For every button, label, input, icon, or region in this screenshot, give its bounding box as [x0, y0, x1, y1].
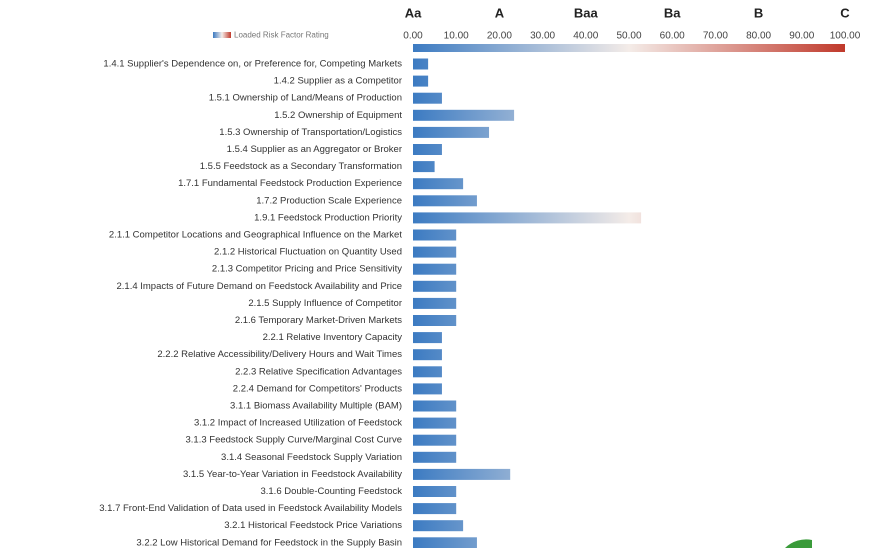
- x-tick-label: 50.00: [616, 31, 641, 42]
- category-label: 2.2.1 Relative Inventory Capacity: [263, 332, 403, 343]
- bar: [413, 400, 457, 412]
- rating-label: A: [495, 5, 505, 20]
- x-tick-label: 0.00: [403, 31, 423, 42]
- category-label: 2.2.2 Relative Accessibility/Delivery Ho…: [157, 349, 402, 360]
- category-label: 1.9.1 Feedstock Production Priority: [254, 212, 402, 223]
- rating-label: Baa: [574, 5, 599, 20]
- bar: [413, 75, 429, 87]
- category-label: 3.1.1 Biomass Availability Multiple (BAM…: [230, 401, 402, 412]
- x-tick-label: 70.00: [703, 31, 728, 42]
- category-label: 3.1.4 Seasonal Feedstock Supply Variatio…: [221, 452, 402, 463]
- category-label: 1.7.1 Fundamental Feedstock Production E…: [178, 178, 402, 189]
- category-label: 2.2.3 Relative Specification Advantages: [235, 366, 402, 377]
- x-tick-label: 40.00: [573, 31, 598, 42]
- x-tick-label: 30.00: [530, 31, 555, 42]
- x-tick-label: 60.00: [660, 31, 685, 42]
- bar: [413, 144, 442, 155]
- category-label: 3.2.1 Historical Feedstock Price Variati…: [224, 520, 402, 531]
- bar: [413, 229, 457, 241]
- x-tick-label: 10.00: [444, 31, 469, 42]
- category-label: 1.5.5 Feedstock as a Secondary Transform…: [200, 161, 402, 172]
- category-label: 1.5.2 Ownership of Equipment: [274, 110, 402, 121]
- bar: [413, 366, 442, 378]
- category-label: 3.2.2 Low Historical Demand for Feedstoc…: [136, 537, 402, 548]
- rating-label: B: [754, 5, 763, 20]
- bar: [413, 332, 442, 344]
- category-label: 2.1.5 Supply Influence of Competitor: [248, 298, 402, 309]
- bar: [413, 263, 457, 275]
- bar: [413, 161, 435, 173]
- legend-swatch: [213, 32, 231, 38]
- category-label: 1.4.1 Supplier's Dependence on, or Prefe…: [103, 59, 402, 70]
- rating-label: Ba: [664, 5, 681, 20]
- x-tick-label: 90.00: [789, 31, 814, 42]
- category-label: 2.2.4 Demand for Competitors' Products: [233, 383, 402, 394]
- bar: [413, 280, 457, 292]
- bar: [413, 417, 457, 429]
- x-tick-label: 100.00: [830, 31, 861, 42]
- bar: [413, 434, 457, 446]
- category-label: 2.1.6 Temporary Market-Driven Markets: [235, 315, 402, 326]
- category-label: 3.1.7 Front-End Validation of Data used …: [99, 503, 402, 514]
- bar: [413, 212, 642, 224]
- bar: [413, 383, 442, 395]
- bar: [413, 451, 457, 463]
- bar: [413, 297, 457, 309]
- bar: [413, 195, 477, 207]
- category-label: 3.1.2 Impact of Increased Utilization of…: [194, 418, 402, 429]
- bar: [413, 315, 457, 326]
- rating-label: Aa: [405, 5, 422, 20]
- category-label: 2.1.2 Historical Fluctuation on Quantity…: [214, 247, 402, 258]
- category-label: 1.5.4 Supplier as an Aggregator or Broke…: [227, 144, 402, 155]
- x-tick-label: 80.00: [746, 31, 771, 42]
- bar: [413, 246, 457, 258]
- bar: [413, 58, 429, 70]
- bar: [413, 520, 464, 532]
- category-label: 2.1.1 Competitor Locations and Geographi…: [109, 230, 402, 241]
- category-label: 1.5.3 Ownership of Transportation/Logist…: [219, 127, 402, 138]
- category-label: 3.1.6 Double-Counting Feedstock: [260, 486, 402, 497]
- bar: [413, 126, 490, 138]
- color-scale-bar: [413, 44, 845, 52]
- bar: [413, 486, 457, 497]
- bar: [413, 349, 442, 361]
- bar: [413, 503, 457, 515]
- bar: [413, 178, 464, 190]
- category-label: 2.1.3 Competitor Pricing and Price Sensi…: [212, 264, 402, 275]
- rating-label: C: [840, 5, 850, 20]
- bar: [413, 92, 442, 104]
- category-label: 1.7.2 Production Scale Experience: [256, 195, 402, 206]
- category-label: 3.1.5 Year-to-Year Variation in Feedstoc…: [183, 469, 402, 480]
- bar: [413, 109, 515, 121]
- category-label: 2.1.4 Impacts of Future Demand on Feedst…: [116, 281, 402, 292]
- logo-fragment: [785, 539, 812, 548]
- category-label: 3.1.3 Feedstock Supply Curve/Marginal Co…: [186, 435, 403, 446]
- bar: [413, 537, 477, 548]
- legend-label: Loaded Risk Factor Rating: [234, 31, 329, 40]
- category-label: 1.4.2 Supplier as a Competitor: [274, 76, 402, 87]
- category-label: 1.5.1 Ownership of Land/Means of Product…: [209, 93, 402, 104]
- bar: [413, 468, 511, 480]
- x-tick-label: 20.00: [487, 31, 512, 42]
